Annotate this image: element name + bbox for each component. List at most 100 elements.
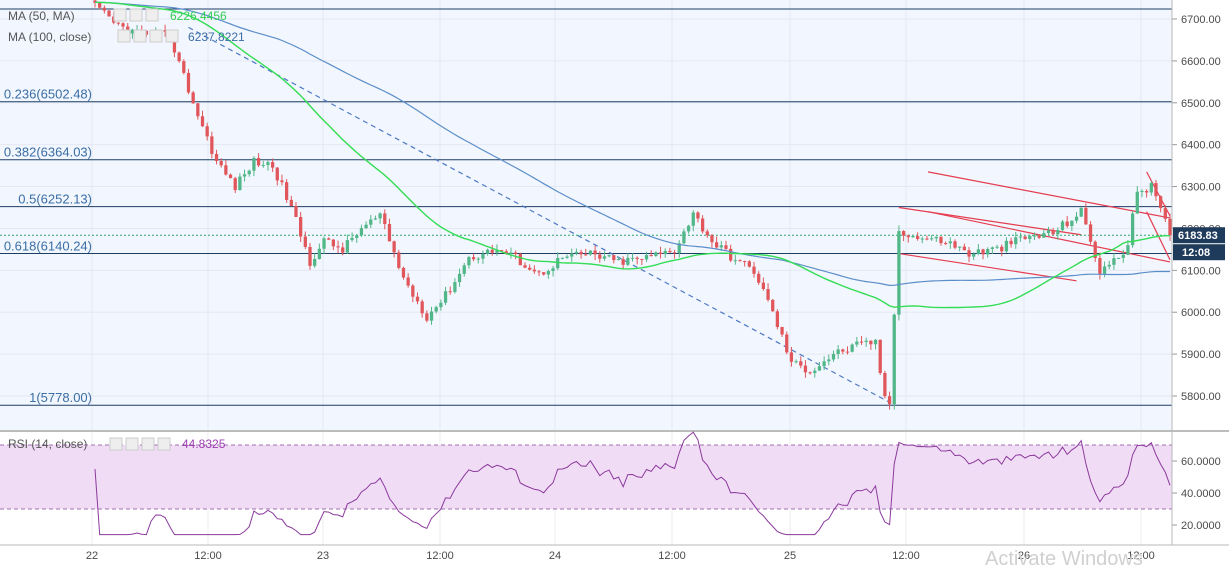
candle-body[interactable] xyxy=(252,157,256,171)
candle-body[interactable] xyxy=(542,272,546,275)
candle-body[interactable] xyxy=(406,277,410,286)
candle-body[interactable] xyxy=(705,231,709,236)
candle-body[interactable] xyxy=(972,253,976,257)
candle-body[interactable] xyxy=(808,372,812,374)
candle-body[interactable] xyxy=(733,260,737,262)
candle-body[interactable] xyxy=(107,10,111,17)
channel-line[interactable] xyxy=(927,211,1171,263)
candle-body[interactable] xyxy=(256,157,261,166)
candle-body[interactable] xyxy=(1098,258,1102,274)
candle-body[interactable] xyxy=(420,301,424,314)
candle-body[interactable] xyxy=(1014,237,1018,245)
candle-body[interactable] xyxy=(1144,191,1149,193)
dashed-trendline[interactable] xyxy=(188,26,890,403)
candle-body[interactable] xyxy=(130,29,135,34)
candle-body[interactable] xyxy=(944,243,948,245)
candle-body[interactable] xyxy=(485,249,490,254)
candle-body[interactable] xyxy=(845,351,850,353)
candle-body[interactable] xyxy=(892,314,896,405)
candle-body[interactable] xyxy=(668,250,672,253)
candle-body[interactable] xyxy=(1079,207,1083,217)
candle-body[interactable] xyxy=(855,341,859,345)
candle-body[interactable] xyxy=(172,38,177,53)
candle-body[interactable] xyxy=(934,236,938,239)
candle-body[interactable] xyxy=(471,257,476,260)
candle-body[interactable] xyxy=(906,235,910,238)
candle-body[interactable] xyxy=(490,249,494,253)
candle-body[interactable] xyxy=(1140,191,1144,193)
candle-body[interactable] xyxy=(163,30,167,32)
rsi-legend[interactable]: RSI (14, close) 44.8325 xyxy=(8,437,226,451)
candle-body[interactable] xyxy=(378,213,382,219)
candle-body[interactable] xyxy=(799,361,803,366)
candle-body[interactable] xyxy=(1154,183,1158,197)
candle-body[interactable] xyxy=(289,199,293,207)
candle-body[interactable] xyxy=(242,174,247,177)
candle-body[interactable] xyxy=(303,236,307,247)
candle-body[interactable] xyxy=(364,224,368,229)
candle-body[interactable] xyxy=(986,248,990,255)
candle-body[interactable] xyxy=(1116,257,1121,259)
candle-body[interactable] xyxy=(962,246,966,251)
candle-body[interactable] xyxy=(803,365,808,373)
candle-body[interactable] xyxy=(345,240,350,253)
candle-body[interactable] xyxy=(967,250,971,257)
candle-body[interactable] xyxy=(200,116,205,127)
candle-body[interactable] xyxy=(827,359,831,362)
candle-body[interactable] xyxy=(196,103,200,117)
candle-body[interactable] xyxy=(532,269,536,272)
candle-body[interactable] xyxy=(514,252,518,255)
candle-body[interactable] xyxy=(593,250,597,255)
candle-body[interactable] xyxy=(523,265,527,268)
candle-body[interactable] xyxy=(696,212,700,219)
candle-body[interactable] xyxy=(915,236,920,239)
candle-body[interactable] xyxy=(714,242,719,248)
candle-body[interactable] xyxy=(327,238,331,240)
candle-body[interactable] xyxy=(612,255,616,261)
candle-body[interactable] xyxy=(570,253,574,257)
candle-body[interactable] xyxy=(1023,236,1027,240)
candle-body[interactable] xyxy=(901,231,906,236)
candle-body[interactable] xyxy=(373,218,378,220)
channel-line[interactable] xyxy=(898,252,1077,282)
candle-body[interactable] xyxy=(341,247,345,253)
candlestick-series[interactable] xyxy=(93,0,1172,410)
candle-body[interactable] xyxy=(1018,236,1023,238)
candle-body[interactable] xyxy=(841,349,845,352)
candle-body[interactable] xyxy=(780,327,784,335)
candle-body[interactable] xyxy=(920,238,924,240)
candle-body[interactable] xyxy=(700,218,705,232)
candle-body[interactable] xyxy=(299,217,303,237)
candle-body[interactable] xyxy=(1107,264,1111,267)
ma100-legend[interactable]: MA (100, close) 6237.8221 xyxy=(8,29,245,44)
candle-body[interactable] xyxy=(1088,224,1093,242)
candle-body[interactable] xyxy=(995,246,999,248)
candle-body[interactable] xyxy=(873,339,878,345)
candle-body[interactable] xyxy=(280,180,284,183)
candle-body[interactable] xyxy=(939,236,943,244)
candle-body[interactable] xyxy=(116,22,121,24)
candle-body[interactable] xyxy=(1028,235,1032,240)
candle-body[interactable] xyxy=(887,396,892,405)
candle-body[interactable] xyxy=(495,250,499,253)
candle-body[interactable] xyxy=(528,267,532,270)
candle-body[interactable] xyxy=(275,167,279,181)
candle-body[interactable] xyxy=(210,136,214,154)
rsi-indicator[interactable] xyxy=(0,431,1172,536)
candle-body[interactable] xyxy=(598,254,602,259)
candle-body[interactable] xyxy=(462,265,466,274)
candle-body[interactable] xyxy=(1130,213,1135,246)
candle-body[interactable] xyxy=(747,261,751,267)
candle-body[interactable] xyxy=(1000,246,1004,252)
candle-body[interactable] xyxy=(724,245,728,249)
candle-body[interactable] xyxy=(1042,233,1046,238)
candle-body[interactable] xyxy=(948,241,952,244)
candle-body[interactable] xyxy=(574,251,579,254)
candle-body[interactable] xyxy=(1046,230,1051,234)
candle-body[interactable] xyxy=(233,178,237,191)
candle-body[interactable] xyxy=(710,235,714,243)
candle-body[interactable] xyxy=(1159,196,1163,209)
candle-body[interactable] xyxy=(313,258,317,266)
candle-body[interactable] xyxy=(752,266,756,274)
